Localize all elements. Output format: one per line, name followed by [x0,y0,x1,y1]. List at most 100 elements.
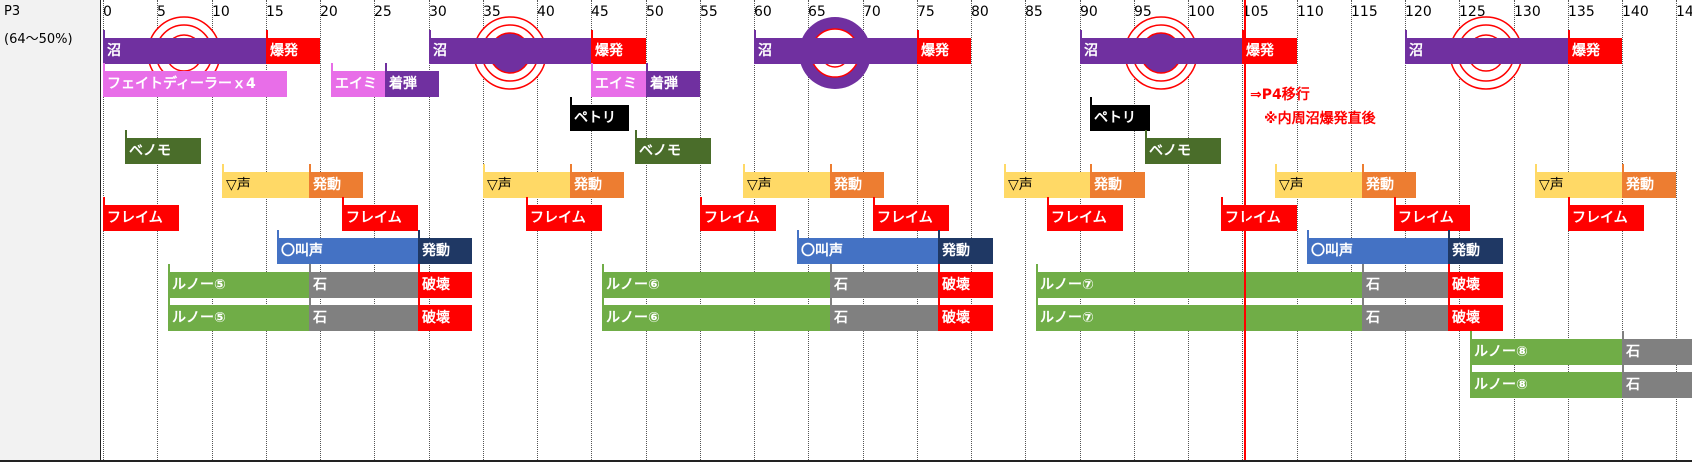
bar-start-flag [1307,230,1309,238]
grid-line [1188,0,1189,462]
bar-start-flag [917,30,919,38]
grid-line [266,0,267,462]
grid-line [700,0,701,462]
mechanic-bar: 沼 [1405,38,1568,64]
phase-transition-line [1244,0,1246,462]
bar-start-flag [266,30,268,38]
mechanic-bar: 沼 [1080,38,1242,64]
bar-start-flag [483,164,485,172]
mechanic-bar: 沼 [429,38,591,64]
bar-start-flag [309,297,311,305]
time-tick-label: 5 [157,4,166,20]
grid-line [1514,0,1515,462]
bar-start-flag [830,264,832,272]
mechanic-bar: 石 [1622,372,1692,398]
mechanic-bar: フレイム [1568,205,1644,231]
bar-start-flag [1448,264,1450,272]
phase-label-column: P3 (64〜50%) [0,0,101,462]
time-tick-label: 145 [1676,4,1692,20]
mechanic-bar: 沼 [754,38,917,64]
bar-start-flag [743,164,745,172]
mechanic-bar: 発動 [1622,172,1676,198]
grid-line [917,0,918,462]
bar-start-flag [1448,297,1450,305]
bar-start-flag [103,63,105,71]
bar-start-flag [1622,331,1624,339]
time-tick-label: 10 [212,4,230,20]
bar-start-flag [1036,297,1038,305]
grid-line [157,0,158,462]
grid-line [1297,0,1298,462]
mechanic-bar: ▽声 [222,172,309,198]
grid-line [646,0,647,462]
mechanic-bar: ▽声 [1004,172,1090,198]
mechanic-bar: 発動 [1090,172,1145,198]
mechanic-bar: 破壊 [1448,305,1503,331]
bar-start-flag [591,63,593,71]
time-tick-label: 90 [1080,4,1098,20]
bar-start-flag [1004,164,1006,172]
mechanic-bar: ▽声 [743,172,830,198]
bar-start-flag [602,264,604,272]
mechanic-bar: 爆発 [591,38,646,64]
time-tick-label: 120 [1405,4,1432,20]
bar-start-flag [1221,197,1223,205]
time-tick-label: 135 [1568,4,1595,20]
bar-start-flag [700,197,702,205]
bar-start-flag [1362,264,1364,272]
mechanic-bar: 〇叫声 [1307,238,1448,264]
mechanic-bar: フレイム [1047,205,1123,231]
mechanic-bar: フレイム [342,205,418,231]
time-tick-label: 30 [429,4,447,20]
mechanic-bar: エイミ [331,71,385,97]
mechanic-bar: 発動 [1448,238,1503,264]
bar-start-flag [1090,97,1092,105]
mechanic-bar: ルノー⑤ [168,272,309,298]
bar-start-flag [1275,164,1277,172]
mechanic-bar: ▽声 [1535,172,1622,198]
mechanic-bar: 沼 [103,38,266,64]
mechanic-bar: 石 [1362,305,1448,331]
bar-start-flag [526,197,528,205]
mechanic-bar: ルノー⑦ [1036,272,1362,298]
grid-line [320,0,321,462]
bar-start-flag [830,297,832,305]
time-tick-label: 25 [374,4,392,20]
grid-line [1676,0,1677,462]
mechanic-bar: ルノー⑧ [1470,372,1622,398]
mechanic-bar: 破壊 [1448,272,1503,298]
bar-start-flag [168,264,170,272]
phase-transition-label: ⇒P4移行 [1250,87,1310,103]
mechanic-bar: フレイム [526,205,602,231]
mechanic-bar: ルノー⑥ [602,272,830,298]
mechanic-bar: 石 [1362,272,1448,298]
mechanic-bar: ルノー⑦ [1036,305,1362,331]
bar-start-flag [418,264,420,272]
bar-start-flag [602,297,604,305]
bar-start-flag [1090,164,1092,172]
bar-start-flag [103,197,105,205]
mechanic-bar: ルノー⑧ [1470,339,1622,365]
time-tick-label: 80 [971,4,989,20]
time-tick-label: 115 [1351,4,1378,20]
grid-line [971,0,972,462]
bar-start-flag [1535,164,1537,172]
time-tick-label: 55 [700,4,718,20]
bar-start-flag [342,197,344,205]
grid-line [374,0,375,462]
mechanic-bar: フレイム [700,205,776,231]
time-tick-label: 100 [1188,4,1215,20]
grid-line [1242,0,1243,462]
bar-start-flag [938,297,940,305]
time-tick-label: 75 [917,4,935,20]
time-tick-label: 20 [320,4,338,20]
grid-line [1080,0,1081,462]
mechanic-bar: 発動 [830,172,884,198]
bar-start-flag [830,164,832,172]
grid-line [863,0,864,462]
mechanic-bar: 石 [830,305,938,331]
mechanic-bar: ベノモ [635,138,711,164]
mechanic-bar: 爆発 [917,38,971,64]
mechanic-bar: フレイム [1221,205,1297,231]
bar-start-flag [754,30,756,38]
